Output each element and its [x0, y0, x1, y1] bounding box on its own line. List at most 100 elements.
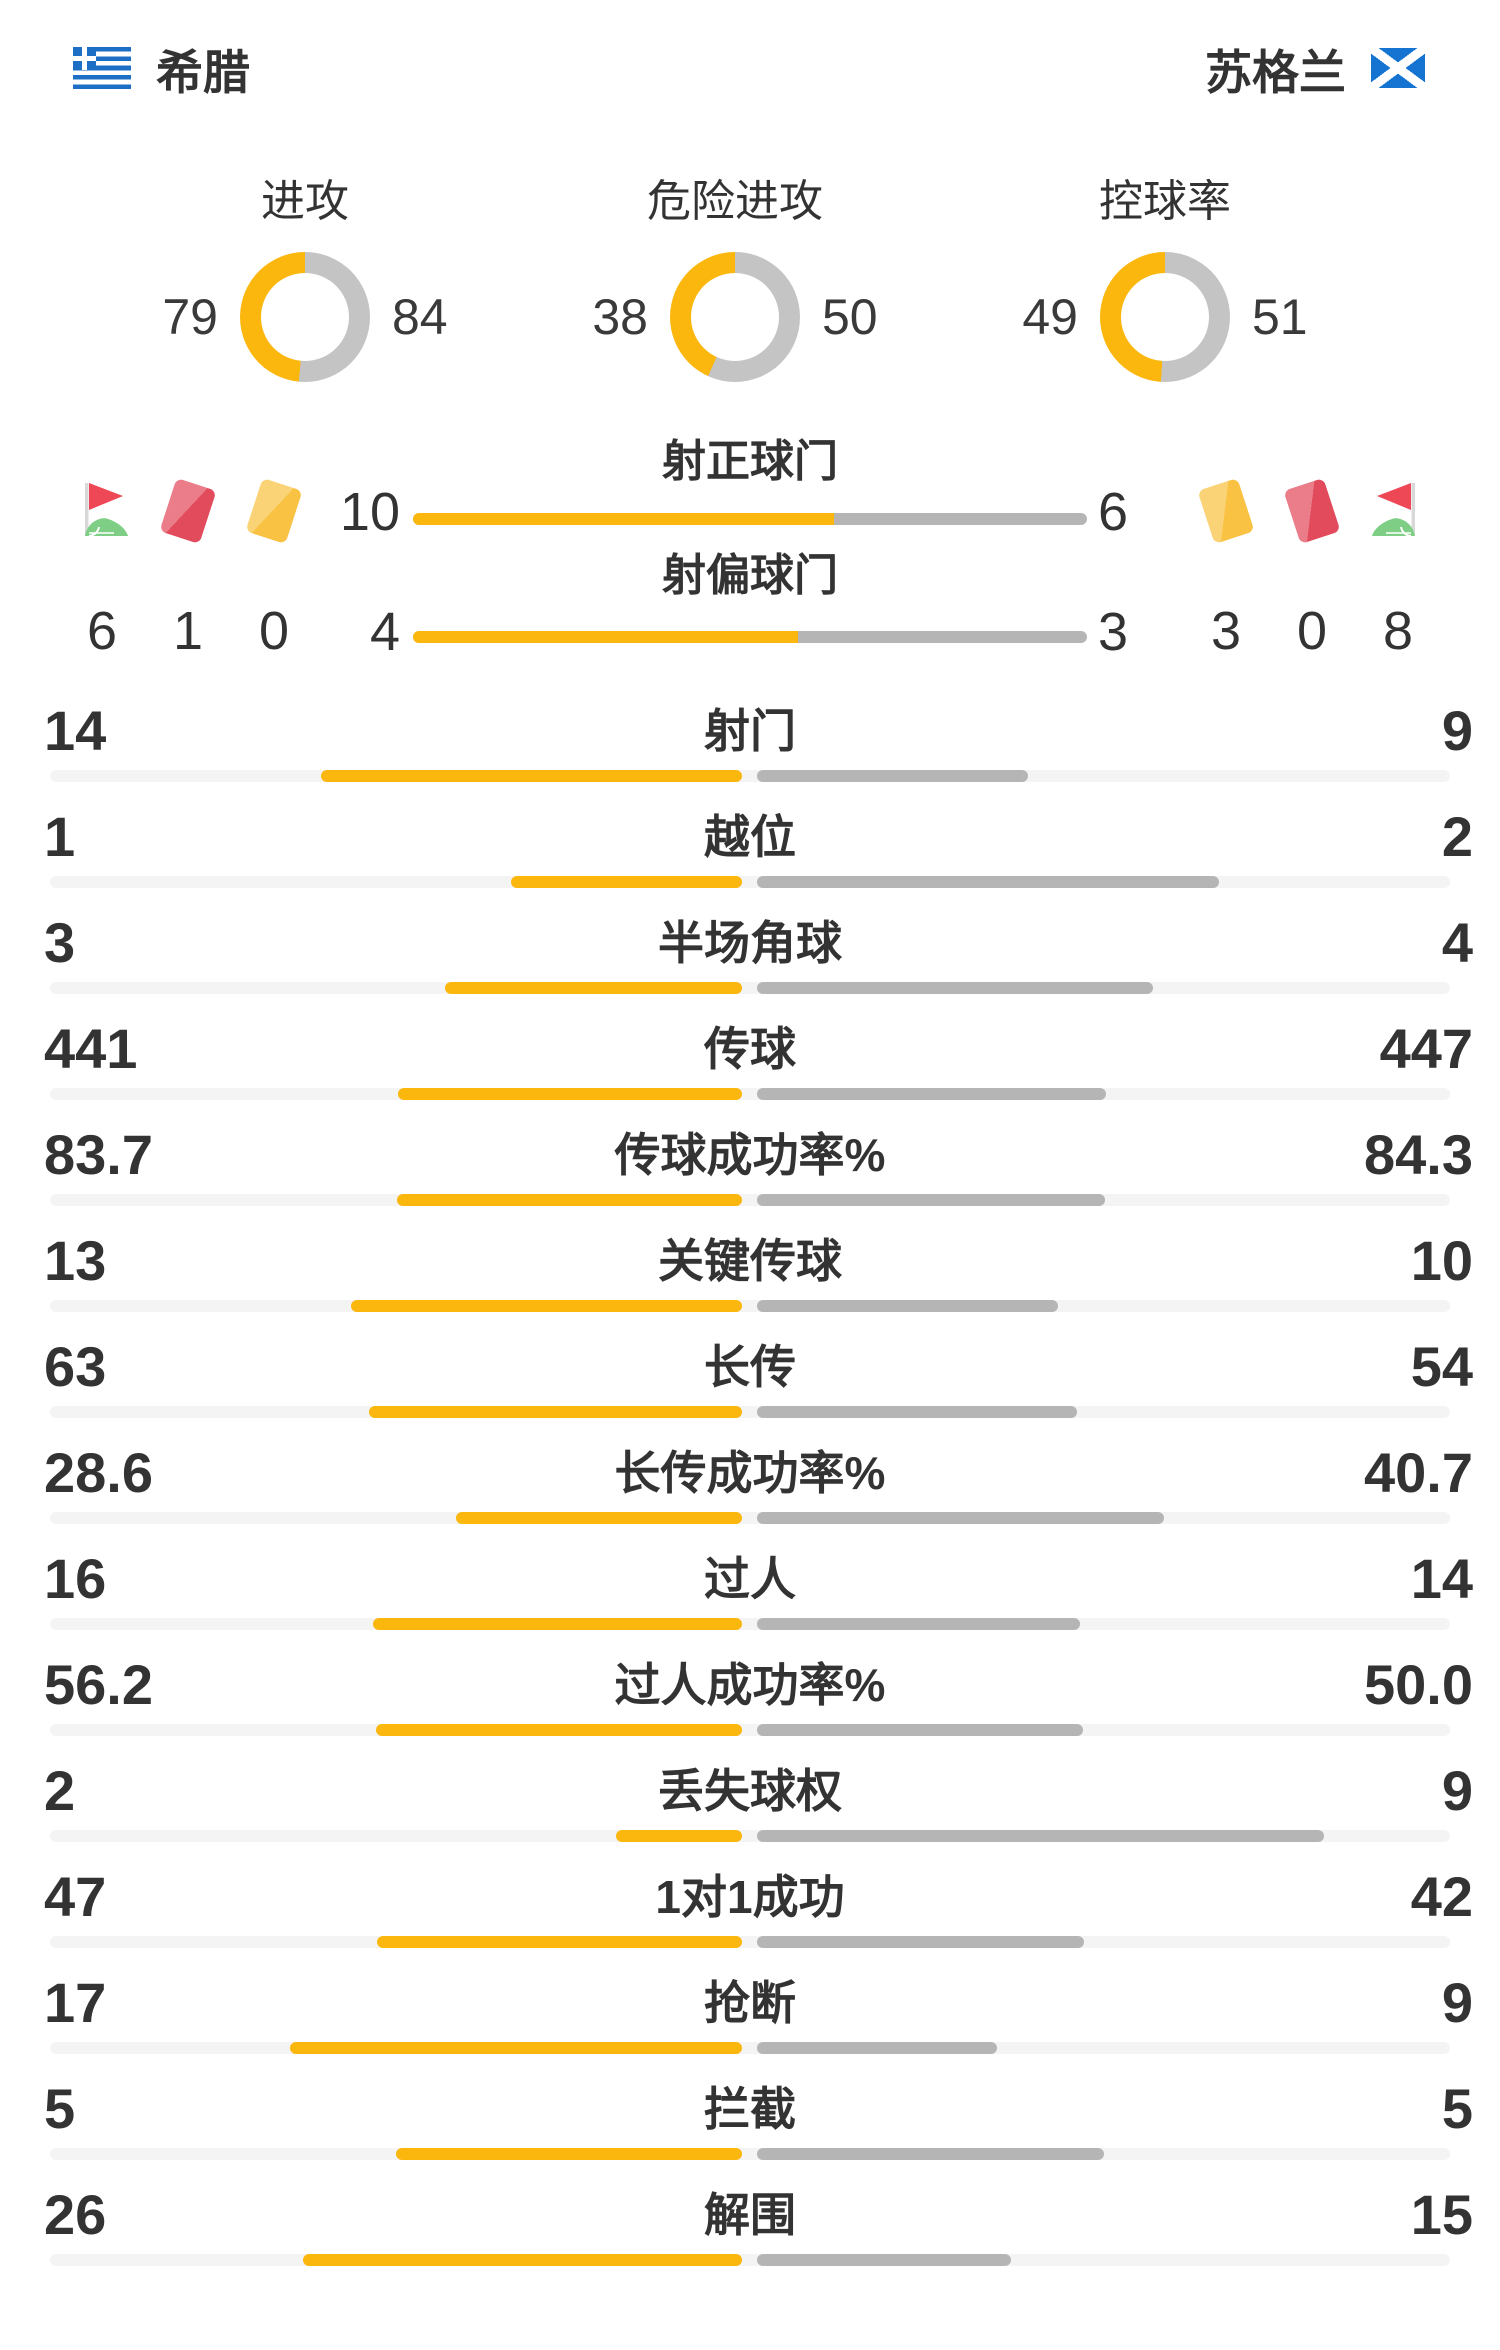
stat-row-head: 3 半场角球 4 [0, 910, 1500, 976]
stat-away-value: 42 [1410, 1865, 1473, 1928]
stat-bar-gap [742, 2148, 757, 2160]
home-team-name: 希腊 [156, 45, 250, 99]
stat-bar-gap [742, 2042, 757, 2054]
stat-bar-away-half [757, 1406, 1450, 1418]
stat-row-head: 83.7 传球成功率% 84.3 [0, 1122, 1500, 1188]
stat-label: 长传 [704, 1341, 796, 1393]
stat-row: 56.2 过人成功率% 50.0 [0, 1652, 1500, 1758]
stat-row: 13 关键传球 10 [0, 1228, 1500, 1334]
stat-bar-away-half [757, 1300, 1450, 1312]
scotland-flag-icon [1371, 48, 1425, 88]
stat-row-head: 5 拦截 5 [0, 2076, 1500, 2142]
stat-bar-home-half [50, 1300, 742, 1312]
stat-bar-track [50, 2254, 1450, 2266]
stat-label: 射门 [704, 705, 796, 757]
stat-bar-gap [742, 1300, 757, 1312]
stat-away-value: 14 [1410, 1547, 1473, 1610]
stat-bar-home-half [50, 982, 742, 994]
donut-home-value: 79 [162, 289, 218, 345]
stat-bar-home-half [50, 2148, 742, 2160]
stat-away-value: 447 [1379, 1017, 1473, 1080]
shots-off-target-away-value: 3 [1098, 602, 1129, 662]
donut-away-value: 84 [392, 289, 448, 345]
stat-away-value: 84.3 [1364, 1123, 1473, 1186]
stat-bar-home-half [50, 1830, 742, 1842]
stat-home-fill [445, 982, 742, 994]
donut-away-value: 51 [1252, 289, 1308, 345]
stat-bar-gap [742, 1406, 757, 1418]
stat-bar-away-half [757, 2148, 1450, 2160]
stat-bar-gap [742, 982, 757, 994]
stat-away-fill [757, 1936, 1085, 1948]
stat-row: 26 解围 15 [0, 2182, 1500, 2288]
stat-label: 越位 [704, 811, 796, 863]
stat-away-value: 9 [1441, 1759, 1473, 1822]
stat-home-value: 26 [44, 2183, 107, 2246]
stat-row: 16 过人 14 [0, 1546, 1500, 1652]
stat-bar-away-half [757, 770, 1450, 782]
stat-away-fill [757, 2254, 1011, 2266]
stat-home-value: 2 [44, 1759, 76, 1822]
stat-bar-track [50, 1724, 1450, 1736]
stat-label: 1对1成功 [655, 1871, 845, 1923]
stat-home-value: 441 [44, 1017, 138, 1080]
donut-row: 49 51 [992, 252, 1338, 382]
stat-row: 17 抢断 9 [0, 1970, 1500, 2076]
stat-bar-home-half [50, 1724, 742, 1736]
discipline-values-away: 3 0 8 [1197, 598, 1427, 664]
stat-away-fill [757, 1618, 1081, 1630]
home-yellow-cards-value: 0 [258, 601, 290, 661]
donut-section: 进攻 79 84 危险进攻 38 50 控球率 49 51 [0, 172, 1500, 382]
shots-on-target-label: 射正球门 [662, 437, 838, 486]
donut-ring [1100, 252, 1230, 382]
stat-bar-away-half [757, 1088, 1450, 1100]
stat-bar-home-half [50, 1088, 742, 1100]
stat-bar-track [50, 876, 1450, 888]
donut-title: 进攻 [261, 177, 349, 226]
red-card-icon [159, 477, 217, 545]
stat-bar-track [50, 1830, 1450, 1842]
stat-home-value: 14 [44, 699, 107, 762]
stats-section: 14 射门 9 1 越位 2 [0, 698, 1500, 2288]
stat-label: 拦截 [704, 2083, 796, 2135]
stat-bar-gap [742, 770, 757, 782]
stat-away-fill [757, 1830, 1324, 1842]
stat-label: 长传成功率% [614, 1447, 886, 1499]
stat-away-fill [757, 2148, 1104, 2160]
away-team-name: 苏格兰 [1205, 45, 1346, 99]
stat-home-fill [511, 876, 742, 888]
discipline-icons-away [1197, 477, 1427, 545]
stat-bar-track [50, 770, 1450, 782]
stat-away-fill [757, 2042, 997, 2054]
stat-row: 28.6 长传成功率% 40.7 [0, 1440, 1500, 1546]
stat-label: 解围 [704, 2189, 796, 2241]
stat-home-fill [398, 1088, 742, 1100]
stat-bar-away-half [757, 1512, 1450, 1524]
stat-bar-track [50, 2148, 1450, 2160]
stat-away-value: 10 [1410, 1229, 1473, 1292]
stat-bar-gap [742, 1830, 757, 1842]
stat-away-value: 54 [1410, 1335, 1473, 1398]
stat-bar-away-half [757, 1936, 1450, 1948]
stat-bar-track [50, 1300, 1450, 1312]
stat-row-head: 441 传球 447 [0, 1016, 1500, 1082]
stat-bar-gap [742, 1618, 757, 1630]
stat-home-value: 16 [44, 1547, 107, 1610]
shot-bar-home-fill [413, 513, 835, 525]
stat-label: 半场角球 [658, 917, 842, 969]
stat-row: 83.7 传球成功率% 84.3 [0, 1122, 1500, 1228]
shots-on-target-away-value: 6 [1098, 482, 1129, 542]
stat-bar-track [50, 1088, 1450, 1100]
stat-away-value: 15 [1410, 2183, 1473, 2246]
stat-row: 63 长传 54 [0, 1334, 1500, 1440]
stat-label: 传球 [704, 1023, 796, 1075]
stat-row-head: 16 过人 14 [0, 1546, 1500, 1612]
stat-bar-away-half [757, 2042, 1450, 2054]
stat-bar-track [50, 1618, 1450, 1630]
donut-group: 危险进攻 38 50 [520, 172, 950, 382]
stat-bar-home-half [50, 1406, 742, 1418]
away-red-cards-value: 0 [1296, 601, 1328, 661]
stat-away-fill [757, 1724, 1084, 1736]
greece-flag-icon [73, 47, 131, 89]
